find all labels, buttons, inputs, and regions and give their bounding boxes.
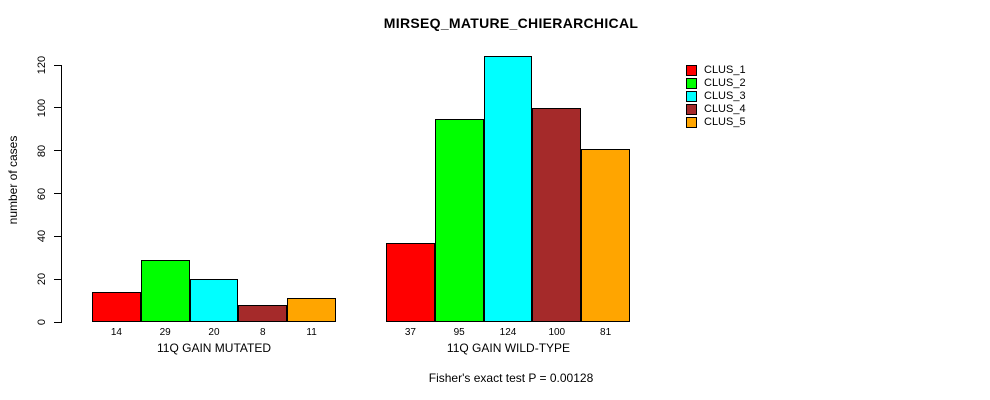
bar-value-label: 124 <box>499 327 517 338</box>
legend-label: CLUS_1 <box>704 63 746 76</box>
bar <box>532 107 582 322</box>
bar <box>386 242 435 322</box>
legend-label: CLUS_3 <box>704 89 746 102</box>
y-tick-mark <box>54 321 61 323</box>
bar <box>189 279 239 322</box>
bar-value-label: 20 <box>208 327 220 338</box>
bar <box>483 56 533 322</box>
bar <box>140 259 190 322</box>
group-label-mutated: 11Q GAIN MUTATED <box>156 341 271 355</box>
y-tick-mark <box>54 150 61 152</box>
bar-value-label: 14 <box>110 327 122 338</box>
legend-swatch <box>686 116 697 128</box>
y-tick-mark <box>54 278 61 280</box>
y-tick-label: 0 <box>36 318 48 326</box>
y-tick-mark <box>54 235 61 237</box>
legend-label: CLUS_4 <box>704 102 746 115</box>
y-tick-label: 60 <box>36 187 48 200</box>
bar <box>581 148 630 322</box>
legend-label: CLUS_2 <box>704 76 746 89</box>
bar-value-label: 37 <box>404 327 416 338</box>
chart-title: MIRSEQ_MATURE_CHIERARCHICAL <box>383 15 639 31</box>
y-axis-line <box>61 65 62 323</box>
annotation-text: Fisher's exact test P = 0.00128 <box>428 371 594 385</box>
group-label-wild-type: 11Q GAIN WILD-TYPE <box>446 341 571 355</box>
y-tick-label: 40 <box>36 230 48 243</box>
y-tick-mark <box>54 107 61 109</box>
y-axis-label: number of cases <box>6 135 20 225</box>
legend-swatch <box>686 64 697 76</box>
bar-value-label: 29 <box>159 327 171 338</box>
y-tick-label: 120 <box>36 55 48 75</box>
bar <box>92 292 141 322</box>
bar <box>287 298 336 322</box>
legend-swatch <box>686 77 697 89</box>
legend-label: CLUS_5 <box>704 115 746 128</box>
y-tick-label: 100 <box>36 98 48 118</box>
bar <box>434 118 484 322</box>
y-tick-label: 20 <box>36 273 48 286</box>
y-tick-label: 80 <box>36 144 48 157</box>
legend-swatch <box>686 90 697 102</box>
bar-value-label: 81 <box>600 327 612 338</box>
bar-value-label: 95 <box>453 327 465 338</box>
legend-swatch <box>686 103 697 115</box>
bar <box>238 304 288 322</box>
bar-value-label: 8 <box>260 327 266 338</box>
y-tick-mark <box>54 64 61 66</box>
bar-value-label: 11 <box>306 327 317 338</box>
y-tick-mark <box>54 193 61 194</box>
bar-value-label: 100 <box>548 327 566 338</box>
